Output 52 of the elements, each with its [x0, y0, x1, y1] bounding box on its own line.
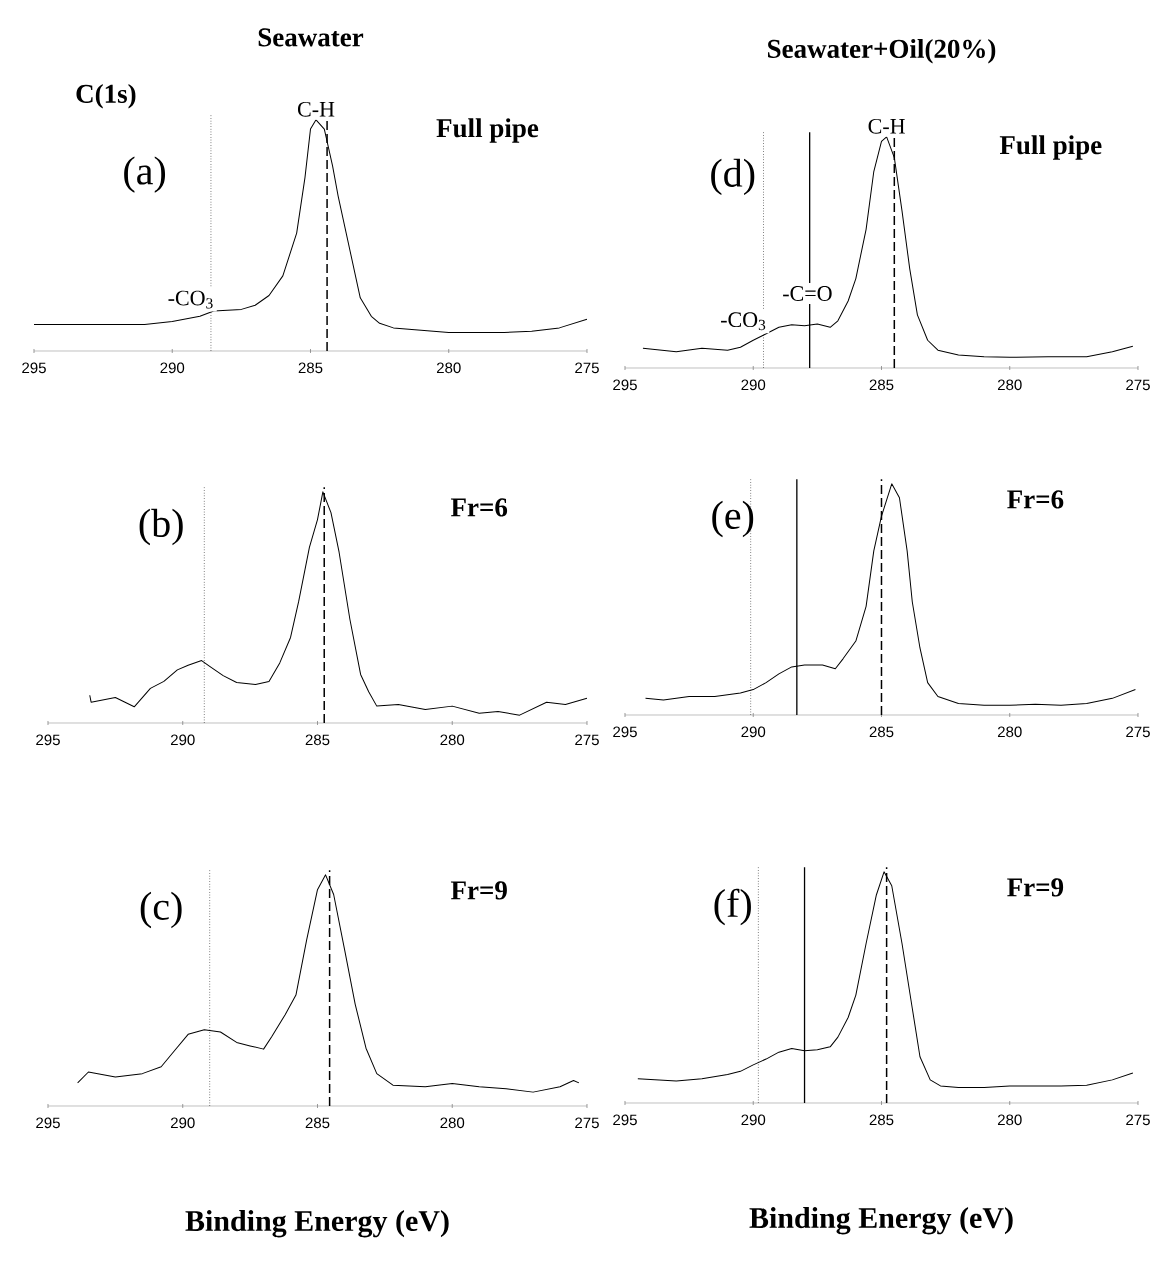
x-tick-label: 275: [1126, 379, 1150, 391]
annotation: Fr=6: [1007, 490, 1064, 509]
x-tick-label: 290: [741, 1114, 766, 1126]
annotation: Full pipe: [436, 118, 539, 143]
annotation: Fr=9: [1007, 878, 1064, 897]
x-tick-label: 295: [613, 379, 637, 391]
annotation: (e): [712, 500, 754, 538]
x-tick-label: 290: [170, 1117, 195, 1129]
x-tick-label: 285: [305, 734, 330, 746]
annotation: (b): [139, 508, 183, 546]
x-tick-label: 290: [741, 379, 766, 391]
x-tick-label: 275: [1126, 726, 1150, 738]
x-tick-label: 280: [997, 1114, 1022, 1126]
x-tick-label: 280: [440, 1117, 465, 1129]
annotation: (c): [140, 891, 182, 929]
annotation: -C=O: [783, 286, 832, 301]
x-tick-label: 295: [613, 1114, 637, 1126]
text: C(1s): [76, 83, 136, 109]
x-tick-label: 295: [22, 362, 46, 374]
x-tick-label: 295: [613, 726, 637, 738]
x-axis-title: Binding Energy (eV): [749, 1207, 1013, 1235]
x-tick-label: 285: [869, 379, 894, 391]
x-tick-label: 295: [36, 1117, 60, 1129]
x-tick-label: 285: [298, 362, 323, 374]
annotation: -CO$_{3}$: [168, 290, 213, 309]
annotation: C-H: [297, 101, 335, 117]
annotation: (f): [714, 888, 751, 926]
x-tick-label: 280: [997, 379, 1022, 391]
x-tick-label: 280: [440, 734, 465, 746]
x-tick-label: 295: [36, 734, 60, 746]
annotation: (a): [124, 156, 166, 193]
x-tick-label: 285: [869, 1114, 894, 1126]
x-tick-label: 290: [170, 734, 195, 746]
annotation: Fr=9: [450, 881, 507, 900]
annotation: Full pipe: [999, 135, 1102, 160]
chart-title: Seawater: [258, 28, 364, 47]
annotation: -CO$_{3}$: [721, 312, 766, 331]
x-tick-label: 290: [160, 362, 185, 374]
x-tick-label: 275: [575, 1117, 599, 1129]
annotation: (d): [711, 158, 755, 196]
x-tick-label: 285: [305, 1117, 330, 1129]
x-tick-label: 290: [741, 726, 766, 738]
annotation: C-H: [868, 118, 905, 134]
x-tick-label: 275: [575, 734, 599, 746]
chart-title: Seawater+Oil(20%): [768, 38, 996, 64]
x-axis-title: Binding Energy (eV): [185, 1210, 449, 1238]
x-tick-label: 285: [869, 726, 894, 738]
x-tick-label: 275: [575, 362, 599, 374]
annotation: Fr=6: [450, 498, 508, 517]
x-tick-label: 280: [436, 362, 461, 374]
x-tick-label: 280: [997, 726, 1022, 738]
x-tick-label: 275: [1126, 1114, 1150, 1126]
